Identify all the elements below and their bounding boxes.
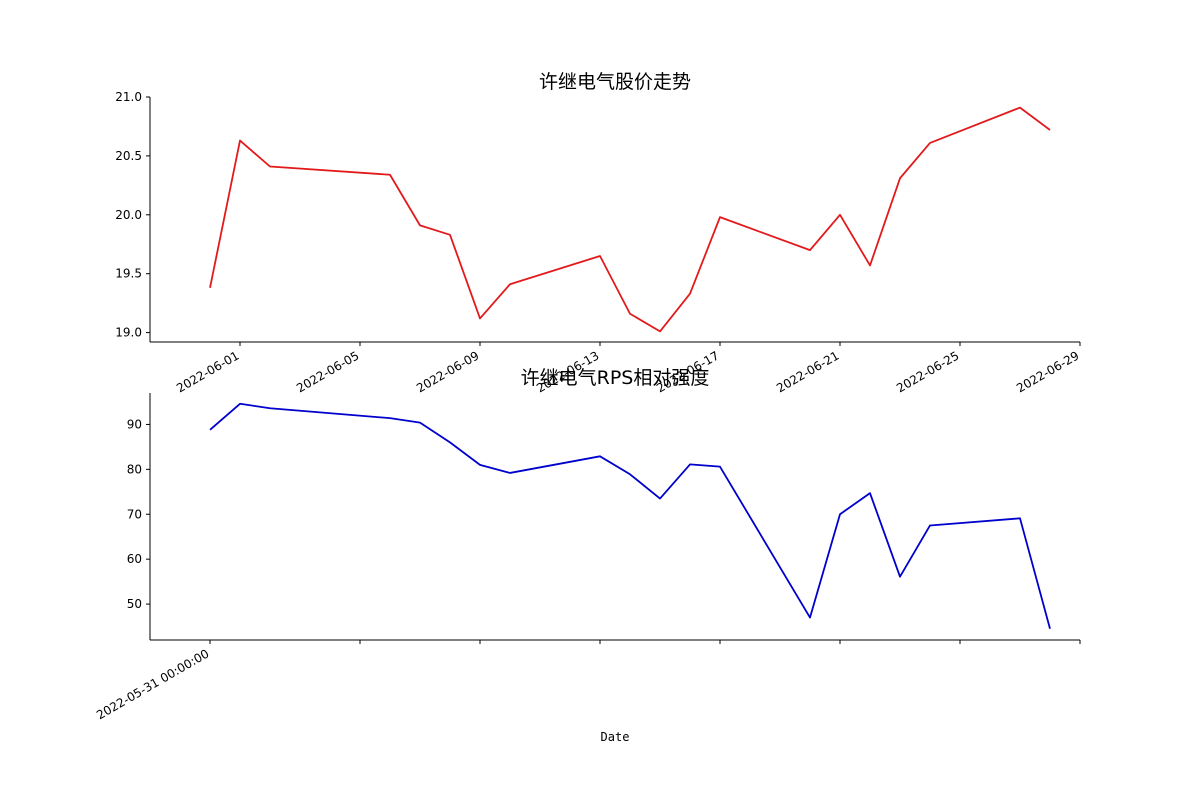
x-tick-label: 2022-05-31 00:00:00 [94,646,211,722]
x-tick-label: 2022-06-01 [174,348,241,395]
y-tick-label: 19.0 [115,326,142,340]
x-tick-label: 2022-06-29 [1014,348,1081,395]
x-tick-label: 2022-06-05 [294,348,361,395]
y-tick-label: 90 [127,417,142,431]
y-tick-label: 50 [127,597,142,611]
price-panel: 19.0 19.5 20.0 20.5 21.0 2022-06-01 2022-06-05… [115,71,1081,395]
chart-title: 许继电气股价走势 [539,71,691,93]
rps-panel: 50 60 70 80 90 2022-05-31 00:00:00 许继电气RPS相对强度… [94,367,1081,744]
y-tick-label: 20.5 [115,149,142,163]
x-axis-label: Date [601,730,630,744]
y-tick-label: 20.0 [115,208,142,222]
y-tick-label: 21.0 [115,90,142,104]
x-tick-label: 2022-06-21 [774,348,841,395]
series-line [209,402,1051,630]
x-tick-label: 2022-06-09 [414,348,481,395]
y-tick-label: 80 [127,462,142,476]
y-tick-label: 19.5 [115,267,142,281]
y-tick-label: 60 [127,552,142,566]
x-tick-label: 2022-06-25 [894,348,961,395]
chart-title: 许继电气RPS相对强度 [521,367,710,389]
series-line [209,106,1051,333]
y-tick-label: 70 [127,507,142,521]
